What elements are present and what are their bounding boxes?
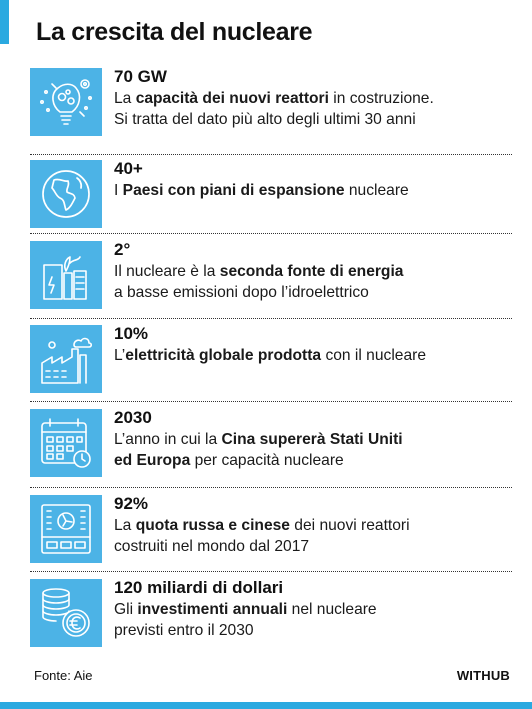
body-text: nucleare [344, 182, 409, 199]
accent-bar [0, 0, 9, 44]
highlight-text: ed Europa [114, 452, 191, 469]
body-text: previsti entro il 2030 [114, 622, 254, 639]
body-text: La [114, 90, 136, 107]
globe-icon [30, 160, 102, 228]
stat-value: 120 miliardi di dollari [114, 578, 284, 597]
body-text: L’anno in cui la [114, 431, 222, 448]
body-text: a basse emissioni dopo l’idroelettrico [114, 284, 369, 301]
stat-description: L’elettricità globale prodotta con il nu… [114, 345, 514, 366]
stat-value: 2030 [114, 408, 152, 427]
stat-value: 92% [114, 494, 149, 513]
divider [30, 401, 512, 402]
body-text: in costruzione. [328, 90, 434, 107]
body-text: I [114, 182, 123, 199]
body-text: L’ [114, 347, 126, 364]
highlight-text: seconda fonte di energia [219, 263, 404, 280]
divider [30, 487, 512, 488]
stat-value: 2° [114, 240, 131, 259]
highlight-text: investimenti annuali [137, 601, 288, 618]
energy-plant-icon [30, 241, 102, 309]
stat-description: Il nucleare è la seconda fonte di energi… [114, 261, 514, 303]
body-text: costruiti nel mondo dal 2017 [114, 538, 310, 555]
source-note: Fonte: Aie [34, 668, 93, 683]
stat-value: 70 GW [114, 67, 167, 86]
body-text: con il nucleare [321, 347, 426, 364]
stat-description: La capacità dei nuovi reattori in costru… [114, 88, 514, 130]
stat-value: 10% [114, 324, 149, 343]
stat-description: L’anno in cui la Cina supererà Stati Uni… [114, 429, 514, 471]
body-text: dei nuovi reattori [289, 517, 410, 534]
highlight-text: Paesi con piani di espansione [122, 182, 345, 199]
euro-coins-icon [30, 579, 102, 647]
body-text: Si tratta del dato più alto degli ultimi… [114, 111, 416, 128]
lightbulb-gears-icon [30, 68, 102, 136]
body-text: Gli [114, 601, 138, 618]
body-text: nel nucleare [287, 601, 377, 618]
factory-icon [30, 325, 102, 393]
divider [30, 571, 512, 572]
highlight-text: quota russa e cinese [135, 517, 290, 534]
stat-description: La quota russa e cinese dei nuovi reatto… [114, 515, 514, 557]
bottom-bar [0, 702, 532, 709]
body-text: La [114, 517, 136, 534]
page-title: La crescita del nucleare [36, 18, 313, 46]
divider [30, 233, 512, 234]
stat-description: I Paesi con piani di espansione nucleare [114, 180, 514, 201]
body-text: Il nucleare è la [114, 263, 220, 280]
stat-description: Gli investimenti annuali nel nucleare pre… [114, 599, 514, 641]
divider [30, 154, 512, 155]
body-text: per capacità nucleare [190, 452, 344, 469]
reactor-panel-icon [30, 495, 102, 563]
calendar-clock-icon [30, 409, 102, 477]
highlight-text: capacità dei nuovi reattori [135, 90, 329, 107]
stat-value: 40+ [114, 159, 143, 178]
brand-logo: WITHUB [456, 668, 510, 683]
divider [30, 318, 512, 319]
highlight-text: elettricità globale prodotta [125, 347, 322, 364]
highlight-text: Cina supererà Stati Uniti [221, 431, 403, 448]
